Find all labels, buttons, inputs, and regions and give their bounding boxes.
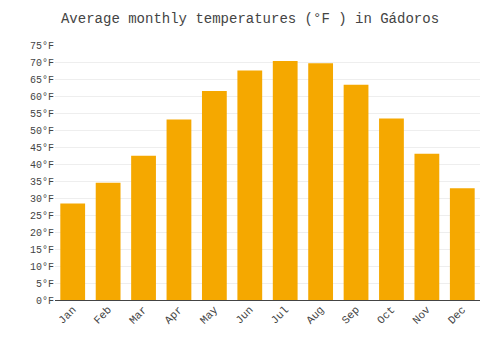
svg-text:Mar: Mar [127, 304, 149, 326]
svg-text:5°F: 5°F [36, 279, 54, 290]
svg-text:0°F: 0°F [36, 296, 54, 307]
svg-text:Apr: Apr [162, 304, 184, 326]
svg-text:Jun: Jun [233, 304, 255, 326]
svg-text:Dec: Dec [446, 304, 468, 326]
svg-text:Oct: Oct [375, 304, 397, 326]
svg-text:Average monthly temperatures (: Average monthly temperatures (°F ) in Gá… [61, 11, 439, 27]
svg-text:Jul: Jul [269, 304, 291, 326]
svg-text:Jan: Jan [56, 304, 78, 326]
svg-text:40°F: 40°F [30, 160, 54, 171]
svg-text:70°F: 70°F [30, 58, 54, 69]
svg-text:20°F: 20°F [30, 228, 54, 239]
svg-text:25°F: 25°F [30, 211, 54, 222]
svg-text:75°F: 75°F [30, 41, 54, 52]
svg-text:45°F: 45°F [30, 143, 54, 154]
svg-text:65°F: 65°F [30, 75, 54, 86]
svg-text:55°F: 55°F [30, 109, 54, 120]
svg-text:10°F: 10°F [30, 262, 54, 273]
svg-text:15°F: 15°F [30, 245, 54, 256]
svg-text:30°F: 30°F [30, 194, 54, 205]
svg-text:50°F: 50°F [30, 126, 54, 137]
svg-text:May: May [198, 304, 221, 327]
svg-text:Aug: Aug [304, 304, 326, 326]
svg-text:Sep: Sep [340, 304, 362, 326]
svg-text:Nov: Nov [410, 304, 433, 327]
svg-text:35°F: 35°F [30, 177, 54, 188]
svg-text:60°F: 60°F [30, 92, 54, 103]
svg-text:Feb: Feb [92, 304, 114, 326]
